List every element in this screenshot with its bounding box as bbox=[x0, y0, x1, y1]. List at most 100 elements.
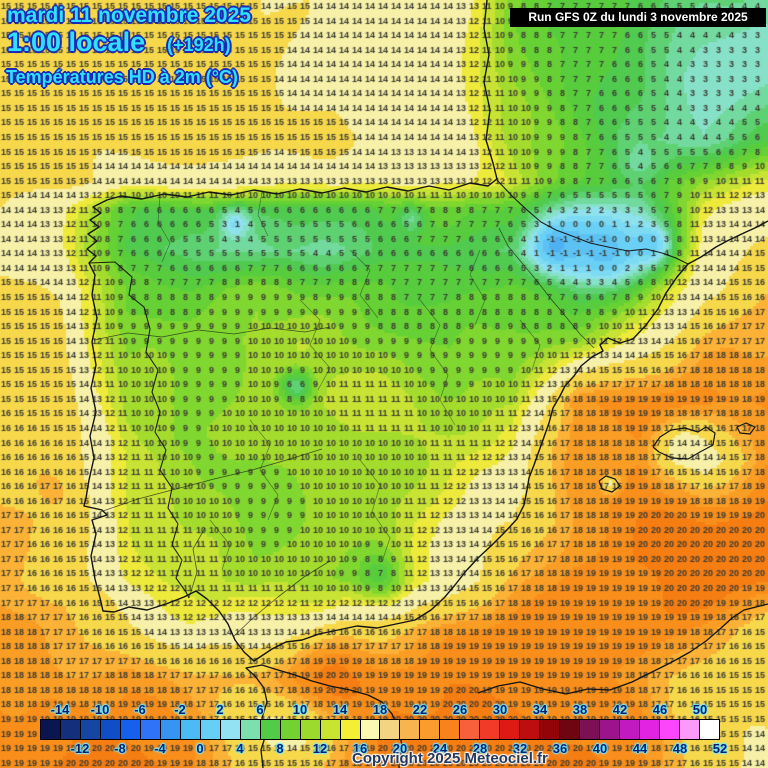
scale-cell bbox=[420, 720, 441, 739]
scale-label-bottom: 48 bbox=[672, 741, 688, 756]
scale-cell bbox=[60, 720, 81, 739]
scale-label-bottom: 44 bbox=[632, 741, 648, 756]
scale-label-bottom: 40 bbox=[592, 741, 608, 756]
region-border-path bbox=[519, 319, 541, 371]
scale-cell bbox=[480, 720, 501, 739]
river-path bbox=[232, 560, 331, 638]
scale-label-bottom: 4 bbox=[236, 741, 244, 756]
scale-cell bbox=[620, 720, 641, 739]
scale-cell bbox=[120, 720, 141, 739]
valid-date-label: mardi 11 novembre 2025 bbox=[7, 4, 251, 27]
portugal-spain-border-path bbox=[88, 261, 190, 599]
scale-cell bbox=[200, 720, 221, 739]
scale-cell bbox=[260, 720, 281, 739]
scale-cell bbox=[680, 720, 700, 739]
valid-time-label: 1:00 locale bbox=[7, 27, 146, 57]
scale-cell bbox=[460, 720, 481, 739]
scale-cell bbox=[440, 720, 461, 739]
scale-label-top: 14 bbox=[332, 702, 348, 717]
scale-label-bottom: 52 bbox=[712, 741, 728, 756]
scale-label-bottom: 36 bbox=[552, 741, 568, 756]
scale-cell bbox=[340, 720, 361, 739]
region-border-path bbox=[157, 195, 171, 263]
france-spain-border-path bbox=[496, 179, 689, 265]
scale-label-top: 18 bbox=[372, 702, 388, 717]
forecast-offset-label: (+192h) bbox=[167, 35, 231, 55]
island-coast-path bbox=[652, 426, 716, 460]
valid-time-row: 1:00 locale (+192h) bbox=[7, 27, 231, 58]
scale-label-bottom: -8 bbox=[114, 741, 126, 756]
scale-label-top: 50 bbox=[692, 702, 708, 717]
river-path bbox=[498, 227, 595, 349]
scale-label-top: 46 bbox=[652, 702, 668, 717]
scale-cell bbox=[320, 720, 341, 739]
scale-cell bbox=[380, 720, 401, 739]
scale-label-bottom: 32 bbox=[512, 741, 528, 756]
river-path bbox=[99, 448, 323, 513]
scale-cell bbox=[560, 720, 581, 739]
region-border-path bbox=[349, 249, 379, 319]
river-path bbox=[188, 527, 206, 599]
model-run-banner: Run GFS 0Z du lundi 3 novembre 2025 bbox=[510, 8, 766, 27]
region-border-path bbox=[359, 459, 391, 563]
region-border-path bbox=[299, 299, 331, 391]
scale-label-bottom: -12 bbox=[70, 741, 90, 756]
scale-label-bottom: 8 bbox=[276, 741, 284, 756]
scale-cell bbox=[540, 720, 561, 739]
scale-cell bbox=[580, 720, 601, 739]
scale-cell bbox=[100, 720, 121, 739]
scale-label-bottom: 12 bbox=[312, 741, 328, 756]
scale-cell bbox=[360, 720, 381, 739]
scale-label-top: -2 bbox=[174, 702, 186, 717]
region-border-path bbox=[209, 519, 231, 571]
island-coast-path bbox=[598, 475, 621, 493]
scale-cell bbox=[699, 720, 719, 739]
scale-label-top: 38 bbox=[572, 702, 588, 717]
scale-label-bottom: 0 bbox=[196, 741, 204, 756]
scale-cell bbox=[140, 720, 161, 739]
scale-label-bottom: 28 bbox=[472, 741, 488, 756]
africa-coast-path bbox=[477, 603, 768, 695]
scale-cell bbox=[220, 720, 241, 739]
island-coast-path bbox=[736, 422, 756, 435]
scale-label-top: 30 bbox=[492, 702, 508, 717]
scale-cell bbox=[640, 720, 661, 739]
region-border-path bbox=[249, 419, 279, 521]
scale-cell bbox=[180, 720, 201, 739]
region-border-path bbox=[469, 249, 486, 326]
scale-cell bbox=[41, 720, 61, 739]
scale-label-top: -10 bbox=[90, 702, 110, 717]
temperature-color-scale bbox=[40, 719, 720, 740]
scale-label-top: 26 bbox=[452, 702, 468, 717]
scale-label-top: 10 bbox=[292, 702, 308, 717]
scale-cell bbox=[80, 720, 101, 739]
region-border-path bbox=[419, 299, 456, 426]
region-border-path bbox=[257, 191, 269, 237]
africa-coast-path bbox=[245, 664, 403, 768]
scale-label-top: 22 bbox=[412, 702, 428, 717]
copyright-label: Copyright 2025 Meteociel.fr bbox=[352, 750, 548, 767]
scale-label-top: 2 bbox=[216, 702, 224, 717]
scale-label-top: 42 bbox=[612, 702, 628, 717]
scale-label-bottom: 24 bbox=[432, 741, 448, 756]
scale-cell bbox=[240, 720, 261, 739]
scale-cell bbox=[300, 720, 321, 739]
coastline-path bbox=[83, 0, 768, 662]
scale-label-top: -6 bbox=[134, 702, 146, 717]
scale-cell bbox=[520, 720, 541, 739]
scale-cell bbox=[280, 720, 301, 739]
scale-cell bbox=[160, 720, 181, 739]
scale-cell bbox=[400, 720, 421, 739]
parameter-label: Températures HD à 2m (°C) bbox=[6, 67, 238, 87]
scale-cell bbox=[500, 720, 521, 739]
scale-label-bottom: 20 bbox=[392, 741, 408, 756]
scale-label-top: -14 bbox=[50, 702, 70, 717]
scale-label-top: 34 bbox=[532, 702, 548, 717]
scale-cell bbox=[660, 720, 680, 739]
scale-label-bottom: 16 bbox=[352, 741, 368, 756]
river-path bbox=[93, 326, 331, 341]
scale-label-top: 6 bbox=[256, 702, 264, 717]
